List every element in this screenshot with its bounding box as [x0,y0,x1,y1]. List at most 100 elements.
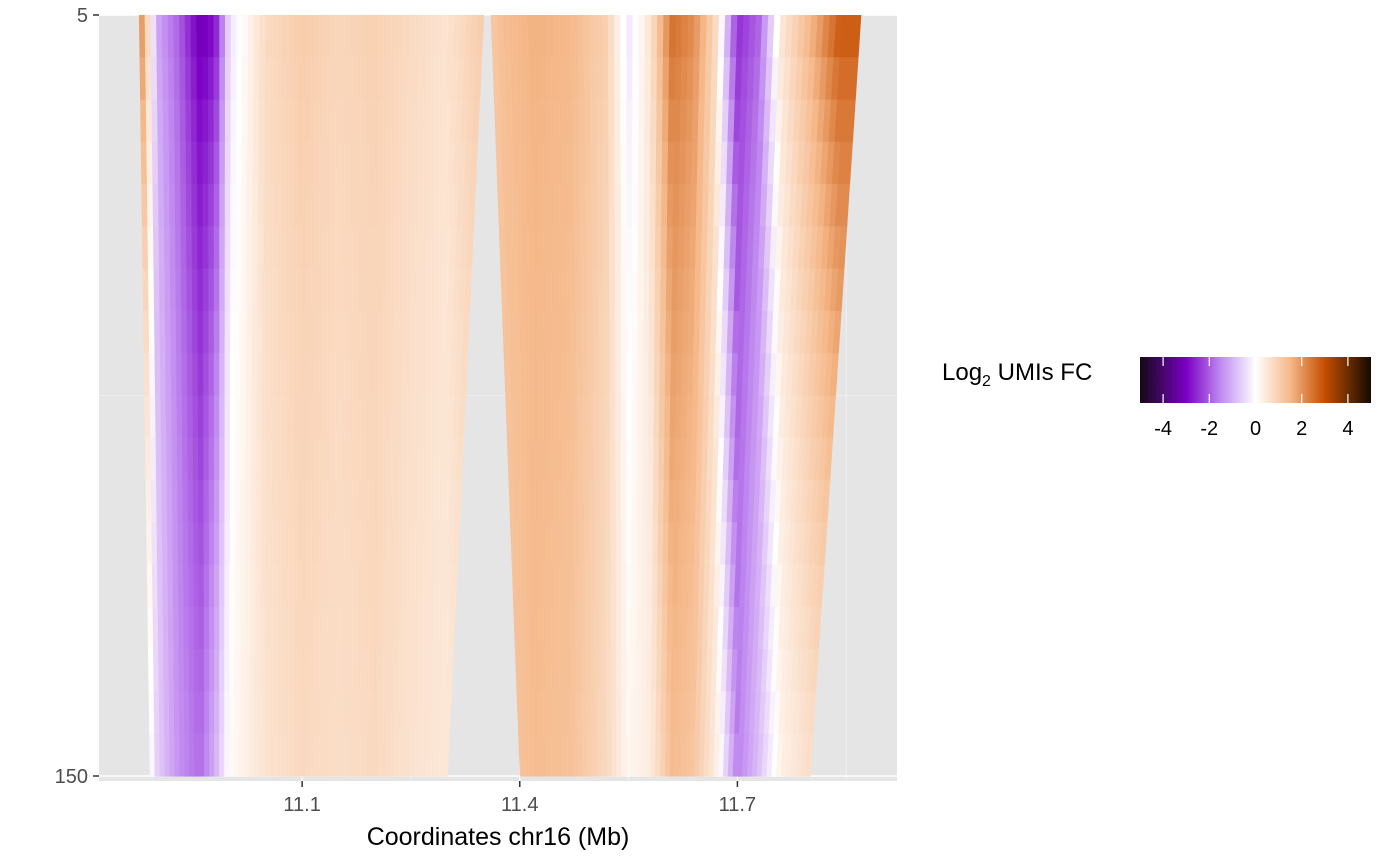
heatmap-cell [283,353,290,397]
heatmap-cell [637,437,644,481]
heatmap-cell [323,226,331,270]
heatmap-cell [662,15,671,58]
heatmap-cell [358,141,366,185]
heatmap-cell [320,353,328,397]
heatmap-cell [533,15,542,58]
heatmap-cell [213,268,220,312]
heatmap-cell [253,15,261,58]
legend-title-main: Log [942,359,982,386]
heatmap-cell [282,395,290,439]
heatmap-cell [669,15,677,58]
heatmap-cell [159,733,166,777]
heatmap-cell [188,691,195,735]
heatmap-cell [391,141,400,185]
heatmap-cell [168,99,175,143]
heatmap-cell [427,226,436,270]
heatmap-cell [745,395,754,439]
heatmap-cell [525,522,534,566]
heatmap-cell [244,564,251,608]
heatmap-cell [280,141,288,185]
heatmap-cell [620,268,627,312]
heatmap-cell [361,15,370,58]
heatmap-cell [165,353,172,397]
heatmap-cell [271,437,279,481]
heatmap-cell [278,310,286,354]
heatmap-cell [564,310,572,354]
heatmap-cell [760,310,769,354]
heatmap-cell [202,15,209,58]
heatmap-cell [345,437,353,481]
heatmap-cell [401,15,410,58]
heatmap-cell [360,268,368,312]
heatmap-cell [208,395,215,439]
heatmap-cell [328,480,336,523]
heatmap-cell [663,437,671,481]
heatmap-cell [602,141,610,185]
heatmap-cell [146,141,154,185]
heatmap-cell [368,564,376,608]
heatmap-cell [561,691,568,735]
heatmap-cell [665,268,673,312]
heatmap-cell [191,99,198,143]
heatmap-cell [531,353,539,397]
heatmap-cell [363,353,371,397]
heatmap-cell [332,57,340,101]
heatmap-cell [398,564,407,608]
heatmap-cell [276,15,284,58]
heatmap-cell [283,733,290,777]
heatmap-cell [247,99,254,143]
heatmap-cell [642,437,649,481]
heatmap-cell [382,99,390,143]
heatmap-cell [258,733,265,777]
heatmap-cell [235,268,242,312]
heatmap-cell [417,57,426,101]
heatmap-cell [328,226,336,270]
heatmap-cell [675,395,682,439]
heatmap-cell [339,226,347,270]
heatmap-cell [653,395,660,439]
heatmap-cell [696,141,705,185]
heatmap-cell [313,480,320,523]
heatmap-cell [586,733,593,777]
heatmap-cell [383,226,392,270]
heatmap-cell [620,437,627,481]
heatmap-cell [251,268,259,312]
heatmap-cell [146,184,154,227]
heatmap-cell [541,57,549,101]
heatmap-cell [425,141,434,185]
heatmap-cell [147,606,154,650]
heatmap-cell [544,606,551,650]
heatmap-cell [397,733,405,777]
heatmap-cell [521,395,530,439]
heatmap-cell [723,15,732,58]
heatmap-cell [562,522,570,566]
heatmap-cell [851,15,862,58]
heatmap-cell [424,310,432,354]
heatmap-cell [685,691,692,735]
heatmap-cell [532,184,540,227]
heatmap-cell [208,184,215,227]
heatmap-cell [334,691,341,735]
heatmap-cell [684,733,691,777]
heatmap-cell [644,15,652,58]
heatmap-cell [261,395,268,439]
heatmap-cell [626,480,633,523]
heatmap-cell [554,395,562,439]
heatmap-cell [676,310,684,354]
heatmap-cell [581,310,588,354]
heatmap-cell [504,226,513,270]
heatmap-cell [422,57,431,101]
heatmap-cell [527,226,536,270]
heatmap-cell [698,57,707,101]
heatmap-cell [607,15,615,58]
heatmap-cell [542,353,550,397]
heatmap-cell [390,184,399,227]
heatmap-cell [570,353,578,397]
heatmap-cell [344,480,352,523]
heatmap-cell [295,606,302,650]
heatmap-cell [695,184,704,227]
heatmap-cell [149,353,156,397]
heatmap-cell [551,691,558,735]
heatmap-cell [608,57,615,101]
heatmap-cell [653,353,661,397]
